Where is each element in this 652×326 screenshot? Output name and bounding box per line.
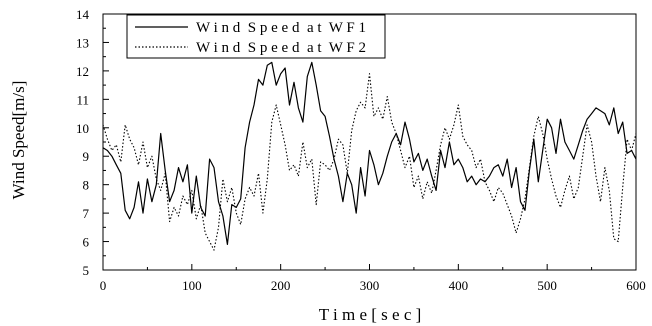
y-tick-label: 12 bbox=[76, 64, 89, 79]
legend-box bbox=[126, 14, 386, 59]
y-tick-label: 13 bbox=[76, 35, 89, 50]
x-tick-label: 300 bbox=[360, 278, 380, 293]
legend-label-wf2: W i n d S p e e d a t W F 2 bbox=[196, 40, 366, 56]
x-tick-label: 0 bbox=[100, 278, 107, 293]
x-axis-label: T i m e [ s e c ] bbox=[319, 305, 422, 324]
y-tick-label: 5 bbox=[83, 263, 90, 278]
y-tick-label: 6 bbox=[83, 235, 90, 250]
y-axis: 5 6 7 8 9 10 11 12 13 14 bbox=[76, 7, 109, 278]
y-tick-label: 9 bbox=[83, 149, 90, 164]
y-tick-label: 7 bbox=[83, 206, 90, 221]
legend-label-wf1: W i n d S p e e d a t W F 1 bbox=[196, 20, 366, 36]
y-tick-label: 11 bbox=[76, 92, 89, 107]
series-layer bbox=[102, 61, 637, 251]
series-line-wf1 bbox=[102, 61, 637, 245]
x-tick-label: 200 bbox=[271, 278, 291, 293]
y-tick-label: 14 bbox=[76, 7, 90, 22]
series-line-wf2 bbox=[102, 73, 637, 251]
y-tick-label: 8 bbox=[83, 178, 90, 193]
x-tick-label: 500 bbox=[537, 278, 557, 293]
x-tick-label: 400 bbox=[449, 278, 469, 293]
y-tick-label: 10 bbox=[76, 121, 89, 136]
x-tick-label: 100 bbox=[182, 278, 202, 293]
y-axis-label: Wind Speed[m/s] bbox=[9, 81, 28, 200]
x-tick-label: 600 bbox=[626, 278, 646, 293]
x-axis: 0 100 200 300 400 500 600 bbox=[100, 264, 646, 293]
legend: W i n d S p e e d a t W F 1 W i n d S p … bbox=[126, 14, 386, 59]
